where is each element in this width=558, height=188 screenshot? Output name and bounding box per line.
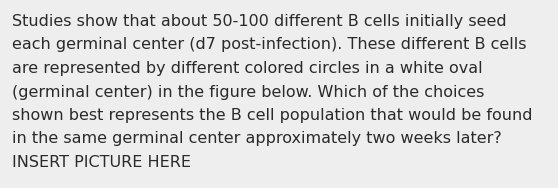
Text: shown best represents the B cell population that would be found: shown best represents the B cell populat… (12, 108, 532, 123)
Text: INSERT PICTURE HERE: INSERT PICTURE HERE (12, 155, 191, 170)
Text: each germinal center (d7 post-infection). These different B cells: each germinal center (d7 post-infection)… (12, 37, 527, 52)
Text: in the same germinal center approximately two weeks later?: in the same germinal center approximatel… (12, 131, 502, 146)
Text: Studies show that about 50-100 different B cells initially seed: Studies show that about 50-100 different… (12, 14, 507, 29)
Text: (germinal center) in the figure below. Which of the choices: (germinal center) in the figure below. W… (12, 84, 484, 99)
Text: are represented by different colored circles in a white oval: are represented by different colored cir… (12, 61, 483, 76)
